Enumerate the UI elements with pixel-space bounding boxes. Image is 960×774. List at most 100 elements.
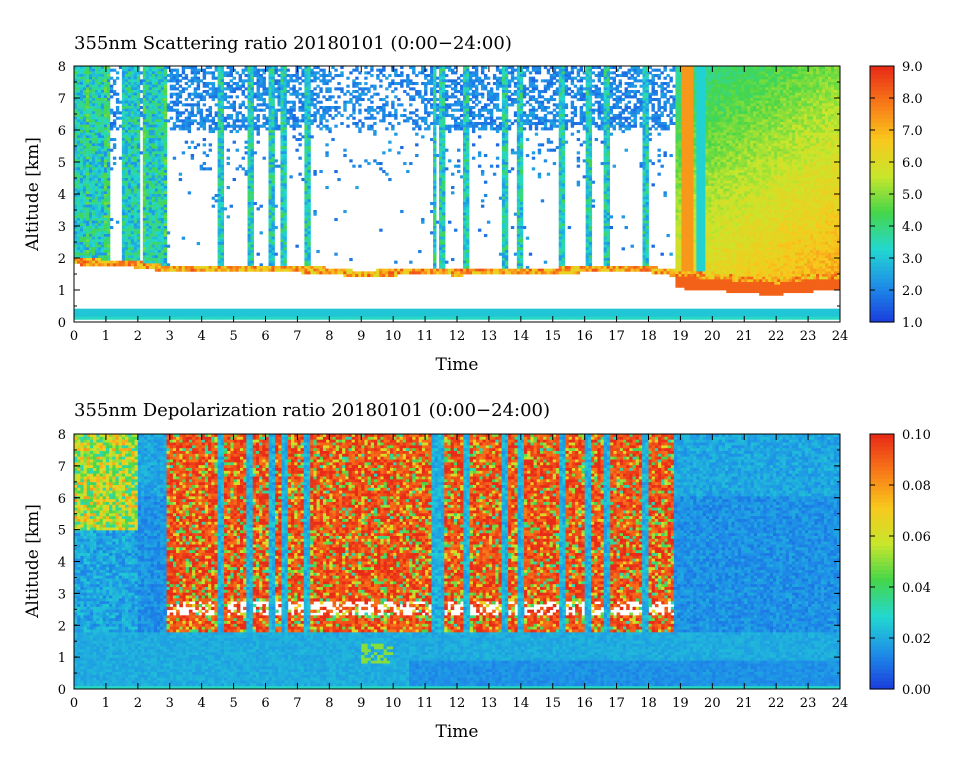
heatmap-cell: [439, 234, 443, 238]
heatmap-cell: [151, 119, 156, 123]
heatmap-cell: [163, 154, 168, 158]
heatmap-cell: [226, 314, 230, 318]
heatmap-cell: [346, 271, 350, 275]
heatmap-cell: [142, 266, 147, 270]
heatmap-cell: [97, 108, 102, 112]
heatmap-cell: [268, 223, 272, 227]
heatmap-cell: [304, 236, 308, 240]
heatmap-cell: [262, 71, 266, 75]
heatmap-cell: [343, 148, 347, 152]
heatmap-cell: [124, 143, 129, 147]
heatmap-cell: [220, 116, 225, 120]
heatmap-cell: [388, 111, 392, 115]
heatmap-cell: [459, 74, 464, 78]
heatmap-cell: [79, 199, 84, 203]
heatmap-cell: [76, 255, 81, 259]
heatmap-cell: [106, 154, 111, 158]
heatmap-cell: [163, 183, 168, 187]
heatmap-cell: [298, 268, 302, 272]
heatmap-cell: [259, 98, 263, 102]
heatmap-cell: [349, 100, 353, 104]
heatmap-cell: [283, 82, 287, 86]
heatmap-cell: [79, 84, 84, 88]
heatmap-cell: [181, 71, 186, 75]
heatmap-cell: [418, 314, 422, 318]
heatmap-cell: [457, 170, 461, 174]
heatmap-cell: [462, 172, 467, 176]
heatmap-cell: [82, 183, 87, 187]
heatmap-cell: [82, 226, 87, 230]
heatmap-cell: [310, 268, 314, 272]
heatmap-cell: [340, 114, 344, 118]
heatmap-cell: [85, 130, 90, 134]
heatmap-cell: [121, 119, 126, 123]
heatmap-cell: [85, 79, 90, 83]
heatmap-cell: [424, 106, 428, 110]
heatmap-cell: [259, 82, 263, 86]
heatmap-cell: [391, 314, 395, 318]
heatmap-cell: [226, 82, 230, 86]
heatmap-cell: [226, 311, 230, 315]
heatmap-cell: [462, 258, 467, 262]
heatmap-cell: [79, 223, 84, 227]
heatmap-cell: [462, 143, 467, 147]
heatmap-cell: [124, 119, 129, 123]
heatmap-cell: [88, 170, 93, 174]
heatmap-cell: [124, 316, 129, 320]
heatmap-cell: [79, 111, 84, 115]
heatmap-cell: [100, 159, 105, 163]
heatmap-cell: [292, 119, 296, 123]
heatmap-cell: [154, 111, 159, 115]
heatmap-cell: [274, 159, 278, 163]
heatmap-cell: [433, 218, 437, 222]
heatmap-cell: [154, 119, 159, 123]
heatmap-cell: [346, 308, 350, 312]
heatmap-cell: [241, 92, 245, 96]
heatmap-cell: [79, 116, 84, 120]
heatmap-cell: [157, 143, 162, 147]
heatmap-cell: [454, 268, 458, 272]
heatmap-cell: [214, 124, 219, 128]
heatmap-cell: [442, 250, 446, 254]
heatmap-cell: [349, 268, 353, 272]
heatmap-cell: [370, 308, 374, 312]
heatmap-cell: [94, 186, 99, 190]
heatmap-cell: [268, 220, 272, 224]
heatmap-cell: [157, 164, 162, 168]
heatmap-cell: [205, 154, 210, 158]
heatmap-cell: [274, 308, 278, 312]
heatmap-cell: [430, 111, 434, 115]
heatmap-cell: [250, 143, 254, 147]
heatmap-cell: [205, 268, 210, 272]
heatmap-cell: [145, 108, 150, 112]
heatmap-cell: [313, 172, 317, 176]
heatmap-cell: [376, 311, 380, 315]
heatmap-cell: [211, 127, 216, 131]
heatmap-cell: [442, 255, 446, 259]
heatmap-cell: [418, 90, 422, 94]
heatmap-cell: [97, 242, 102, 246]
heatmap-cell: [337, 74, 341, 78]
heatmap-cell: [382, 311, 386, 315]
heatmap-cell: [409, 66, 413, 70]
heatmap-cell: [301, 119, 305, 123]
heatmap-cell: [127, 106, 132, 110]
heatmap-cell: [256, 132, 260, 136]
heatmap-cell: [82, 252, 87, 256]
heatmap-cell: [142, 164, 147, 168]
heatmap-cell: [220, 130, 225, 134]
heatmap-cell: [148, 260, 153, 264]
heatmap-cell: [163, 263, 168, 267]
heatmap-cell: [148, 242, 153, 246]
heatmap-cell: [172, 100, 177, 104]
heatmap-cell: [250, 162, 254, 166]
heatmap-cell: [88, 215, 93, 219]
heatmap-cell: [433, 90, 437, 94]
heatmap-cell: [439, 239, 443, 243]
heatmap-cell: [103, 92, 108, 96]
heatmap-cell: [400, 66, 404, 70]
heatmap-cell: [462, 220, 467, 224]
heatmap-cell: [91, 255, 96, 259]
heatmap-cell: [211, 266, 216, 270]
heatmap-cell: [151, 236, 156, 240]
